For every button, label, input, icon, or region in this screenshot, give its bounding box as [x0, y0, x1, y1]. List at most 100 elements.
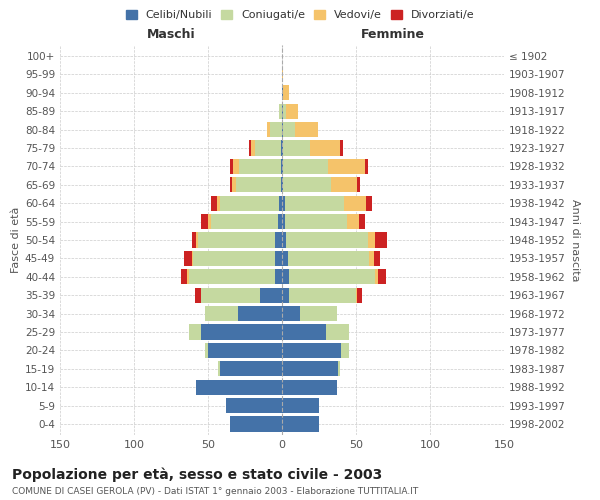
- Bar: [181, 269, 187, 284]
- Bar: [288, 251, 370, 266]
- Bar: [374, 251, 380, 266]
- Bar: [375, 232, 387, 248]
- Bar: [375, 269, 378, 284]
- Bar: [270, 122, 282, 137]
- Bar: [267, 122, 270, 137]
- Bar: [289, 288, 356, 302]
- Bar: [282, 361, 338, 376]
- Bar: [283, 178, 331, 192]
- Bar: [250, 140, 251, 156]
- Bar: [282, 380, 337, 394]
- Bar: [328, 159, 365, 174]
- Bar: [289, 269, 375, 284]
- Bar: [189, 269, 275, 284]
- Bar: [359, 214, 365, 229]
- Bar: [282, 67, 283, 82]
- Bar: [370, 251, 374, 266]
- Bar: [275, 251, 282, 266]
- Bar: [286, 232, 368, 248]
- Bar: [282, 343, 341, 358]
- Bar: [358, 288, 362, 302]
- Bar: [282, 214, 285, 229]
- Bar: [286, 104, 298, 119]
- Bar: [282, 140, 283, 156]
- Bar: [283, 104, 286, 119]
- Bar: [211, 196, 217, 211]
- Bar: [230, 416, 282, 432]
- Bar: [338, 361, 340, 376]
- Bar: [344, 196, 367, 211]
- Bar: [239, 159, 281, 174]
- Bar: [283, 122, 295, 137]
- Bar: [295, 122, 317, 137]
- Bar: [275, 269, 282, 284]
- Text: Popolazione per età, sesso e stato civile - 2003: Popolazione per età, sesso e stato civil…: [12, 468, 382, 482]
- Bar: [275, 232, 282, 248]
- Bar: [205, 343, 208, 358]
- Bar: [220, 196, 279, 211]
- Bar: [278, 214, 282, 229]
- Bar: [283, 86, 289, 100]
- Bar: [282, 324, 326, 340]
- Bar: [283, 159, 328, 174]
- Bar: [230, 159, 233, 174]
- Bar: [200, 288, 260, 302]
- Bar: [256, 140, 281, 156]
- Bar: [282, 104, 283, 119]
- Bar: [281, 140, 282, 156]
- Bar: [189, 324, 200, 340]
- Bar: [220, 361, 282, 376]
- Bar: [282, 178, 283, 192]
- Bar: [260, 288, 282, 302]
- Bar: [285, 214, 347, 229]
- Bar: [230, 178, 232, 192]
- Bar: [282, 416, 319, 432]
- Bar: [356, 288, 358, 302]
- Bar: [282, 86, 283, 100]
- Bar: [194, 288, 200, 302]
- Bar: [282, 122, 283, 137]
- Bar: [282, 288, 289, 302]
- Bar: [282, 159, 283, 174]
- Text: Femmine: Femmine: [361, 28, 425, 42]
- Bar: [208, 214, 211, 229]
- Bar: [282, 196, 285, 211]
- Bar: [233, 159, 239, 174]
- Legend: Celibi/Nubili, Coniugati/e, Vedovi/e, Divorziati/e: Celibi/Nubili, Coniugati/e, Vedovi/e, Di…: [121, 6, 479, 25]
- Bar: [365, 159, 368, 174]
- Bar: [281, 178, 282, 192]
- Bar: [236, 178, 281, 192]
- Bar: [282, 306, 300, 321]
- Bar: [279, 196, 282, 211]
- Bar: [310, 140, 340, 156]
- Bar: [205, 306, 238, 321]
- Bar: [358, 178, 361, 192]
- Bar: [211, 214, 278, 229]
- Bar: [341, 343, 349, 358]
- Bar: [281, 159, 282, 174]
- Bar: [192, 232, 196, 248]
- Bar: [197, 232, 275, 248]
- Bar: [218, 361, 220, 376]
- Bar: [378, 269, 386, 284]
- Bar: [282, 232, 286, 248]
- Bar: [217, 196, 220, 211]
- Bar: [200, 324, 282, 340]
- Bar: [347, 214, 359, 229]
- Bar: [285, 196, 344, 211]
- Bar: [300, 306, 337, 321]
- Bar: [282, 269, 289, 284]
- Bar: [282, 251, 288, 266]
- Text: COMUNE DI CASEI GEROLA (PV) - Dati ISTAT 1° gennaio 2003 - Elaborazione TUTTITAL: COMUNE DI CASEI GEROLA (PV) - Dati ISTAT…: [12, 488, 418, 496]
- Bar: [196, 232, 197, 248]
- Bar: [368, 232, 375, 248]
- Bar: [196, 380, 282, 394]
- Bar: [340, 140, 343, 156]
- Bar: [331, 178, 358, 192]
- Bar: [232, 178, 236, 192]
- Y-axis label: Fasce di età: Fasce di età: [11, 207, 21, 273]
- Bar: [283, 140, 310, 156]
- Bar: [279, 104, 282, 119]
- Text: Maschi: Maschi: [146, 28, 196, 42]
- Bar: [367, 196, 372, 211]
